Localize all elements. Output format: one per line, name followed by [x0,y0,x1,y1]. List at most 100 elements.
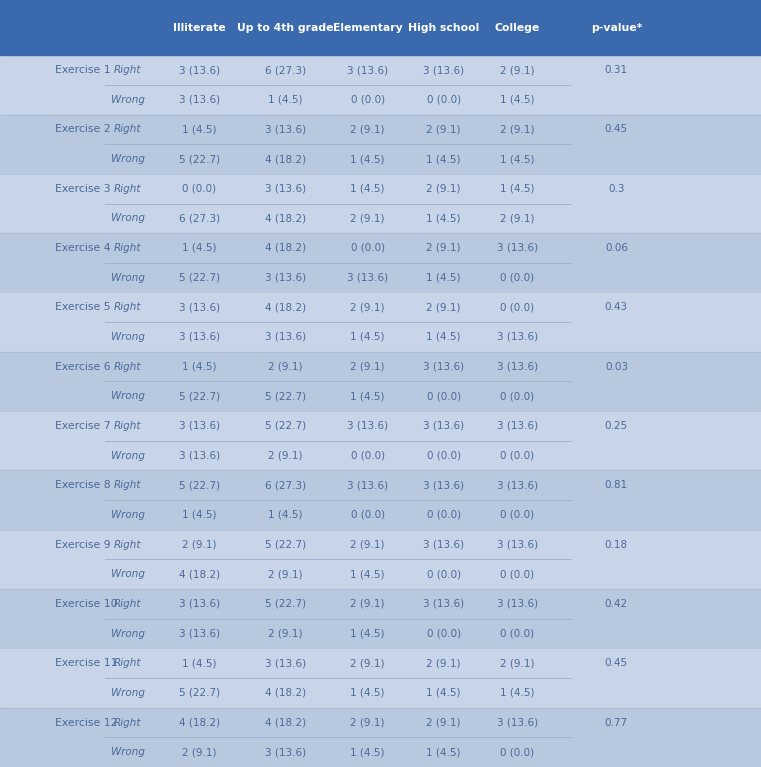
Text: 5 (22.7): 5 (22.7) [179,272,220,283]
Text: Elementary: Elementary [333,22,403,33]
Text: 1 (4.5): 1 (4.5) [426,154,461,164]
Text: 5 (22.7): 5 (22.7) [265,391,306,401]
Text: 0.42: 0.42 [605,599,628,609]
Text: 2 (9.1): 2 (9.1) [426,243,461,253]
Text: Wrong: Wrong [111,272,145,283]
Text: 2 (9.1): 2 (9.1) [500,658,535,668]
Text: 1 (4.5): 1 (4.5) [182,658,217,668]
Text: 0 (0.0): 0 (0.0) [501,272,534,283]
Text: 3 (13.6): 3 (13.6) [423,599,464,609]
Text: 0 (0.0): 0 (0.0) [501,569,534,579]
Text: 6 (27.3): 6 (27.3) [265,480,306,490]
Text: 3 (13.6): 3 (13.6) [179,65,220,75]
Text: 2 (9.1): 2 (9.1) [350,599,385,609]
Text: Exercise 9: Exercise 9 [55,539,110,550]
Text: 3 (13.6): 3 (13.6) [265,332,306,342]
Text: 0 (0.0): 0 (0.0) [351,510,384,520]
Text: 3 (13.6): 3 (13.6) [497,243,538,253]
Text: 2 (9.1): 2 (9.1) [268,361,303,372]
Text: 0 (0.0): 0 (0.0) [427,450,460,461]
Text: 2 (9.1): 2 (9.1) [426,183,461,194]
Text: Wrong: Wrong [111,569,145,579]
Text: 6 (27.3): 6 (27.3) [265,65,306,75]
Text: 2 (9.1): 2 (9.1) [426,717,461,728]
Text: 0.31: 0.31 [605,65,628,75]
Text: Exercise 2: Exercise 2 [55,124,110,134]
Text: Right: Right [114,717,142,728]
Text: 3 (13.6): 3 (13.6) [179,599,220,609]
Text: 2 (9.1): 2 (9.1) [350,213,385,223]
Text: 5 (22.7): 5 (22.7) [179,688,220,698]
Text: Wrong: Wrong [111,747,145,757]
Text: Wrong: Wrong [111,154,145,164]
Bar [0,470,761,500]
Text: 2 (9.1): 2 (9.1) [268,569,303,579]
Bar [0,559,761,589]
Text: 1 (4.5): 1 (4.5) [500,94,535,105]
Text: 0 (0.0): 0 (0.0) [501,510,534,520]
Text: Exercise 1: Exercise 1 [55,65,110,75]
Text: Right: Right [114,361,142,372]
Text: 0 (0.0): 0 (0.0) [351,94,384,105]
Text: 3 (13.6): 3 (13.6) [347,421,388,431]
Text: Wrong: Wrong [111,688,145,698]
Bar [0,619,761,648]
Text: 1 (4.5): 1 (4.5) [268,510,303,520]
Text: Right: Right [114,302,142,312]
Text: 3 (13.6): 3 (13.6) [265,124,306,134]
Text: Wrong: Wrong [111,94,145,105]
Bar [0,737,761,767]
Bar [0,0,761,55]
Text: 1 (4.5): 1 (4.5) [426,332,461,342]
Text: 2 (9.1): 2 (9.1) [500,65,535,75]
Text: 1 (4.5): 1 (4.5) [350,747,385,757]
Text: 3 (13.6): 3 (13.6) [179,332,220,342]
Bar [0,85,761,114]
Text: Right: Right [114,243,142,253]
Bar [0,203,761,233]
Text: 5 (22.7): 5 (22.7) [179,154,220,164]
Text: 3 (13.6): 3 (13.6) [347,65,388,75]
Bar [0,411,761,441]
Text: 1 (4.5): 1 (4.5) [500,688,535,698]
Text: 1 (4.5): 1 (4.5) [426,213,461,223]
Text: 3 (13.6): 3 (13.6) [179,94,220,105]
Text: 3 (13.6): 3 (13.6) [179,450,220,461]
Text: 4 (18.2): 4 (18.2) [265,717,306,728]
Text: 0 (0.0): 0 (0.0) [351,450,384,461]
Text: 3 (13.6): 3 (13.6) [423,65,464,75]
Text: 1 (4.5): 1 (4.5) [182,510,217,520]
Text: 4 (18.2): 4 (18.2) [179,717,220,728]
Bar [0,678,761,708]
Bar [0,648,761,678]
Text: 3 (13.6): 3 (13.6) [423,421,464,431]
Text: 0 (0.0): 0 (0.0) [427,569,460,579]
Text: 3 (13.6): 3 (13.6) [497,599,538,609]
Text: Right: Right [114,480,142,490]
Text: 0 (0.0): 0 (0.0) [501,450,534,461]
Text: 1 (4.5): 1 (4.5) [182,124,217,134]
Text: Exercise 11: Exercise 11 [55,658,117,668]
Text: 0 (0.0): 0 (0.0) [501,628,534,639]
Text: College: College [495,22,540,33]
Text: Wrong: Wrong [111,391,145,401]
Text: 3 (13.6): 3 (13.6) [497,539,538,550]
Text: 0 (0.0): 0 (0.0) [427,628,460,639]
Text: Exercise 7: Exercise 7 [55,421,110,431]
Text: 4 (18.2): 4 (18.2) [265,213,306,223]
Bar [0,589,761,619]
Text: 2 (9.1): 2 (9.1) [350,539,385,550]
Text: 1 (4.5): 1 (4.5) [182,361,217,372]
Text: 0.43: 0.43 [605,302,628,312]
Text: 2 (9.1): 2 (9.1) [426,302,461,312]
Text: Right: Right [114,539,142,550]
Text: 2 (9.1): 2 (9.1) [350,302,385,312]
Text: High school: High school [408,22,479,33]
Text: 2 (9.1): 2 (9.1) [268,450,303,461]
Text: 3 (13.6): 3 (13.6) [179,302,220,312]
Text: 0 (0.0): 0 (0.0) [501,302,534,312]
Text: 0 (0.0): 0 (0.0) [427,391,460,401]
Text: 2 (9.1): 2 (9.1) [182,747,217,757]
Text: 1 (4.5): 1 (4.5) [500,154,535,164]
Text: Wrong: Wrong [111,213,145,223]
